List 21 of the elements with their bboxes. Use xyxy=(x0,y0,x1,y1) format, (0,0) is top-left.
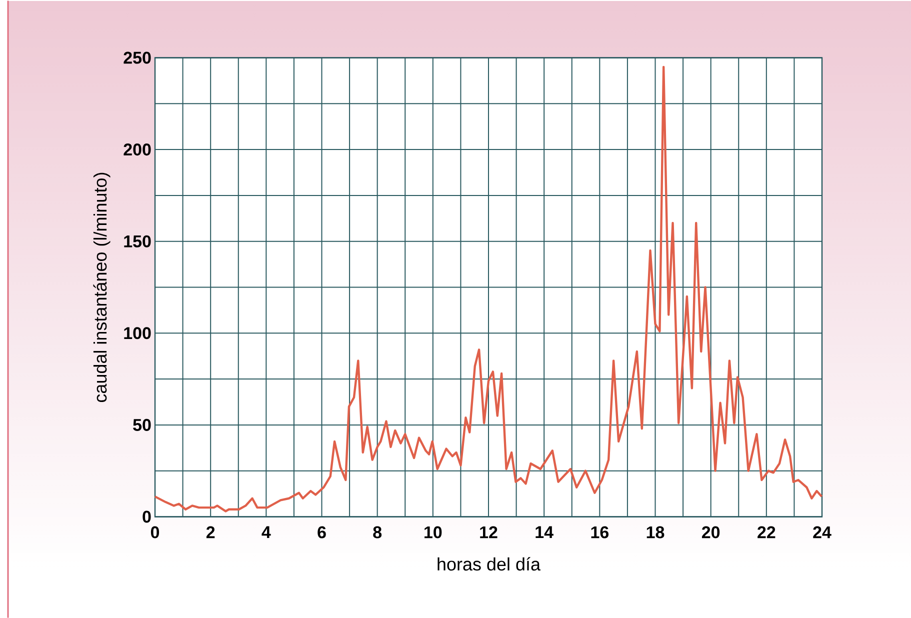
x-tick-label: 18 xyxy=(646,526,664,538)
x-tick-label: 14 xyxy=(536,526,554,538)
y-axis-title: caudal instantáneo (l/minuto) xyxy=(93,172,110,402)
x-tick-label: 22 xyxy=(758,526,776,538)
y-tick-label: 0 xyxy=(142,510,151,523)
y-tick-label: 50 xyxy=(133,418,151,431)
x-tick-label: 8 xyxy=(373,526,382,538)
x-tick-label: 4 xyxy=(262,526,271,538)
x-tick-label: 10 xyxy=(424,526,442,538)
y-tick-label: 100 xyxy=(124,326,151,339)
x-tick-label: 2 xyxy=(206,526,215,538)
x-tick-label: 0 xyxy=(150,526,160,538)
x-tick-label: 24 xyxy=(813,526,832,538)
x-tick-label: 6 xyxy=(318,526,326,538)
y-tick-label: 150 xyxy=(124,235,151,248)
x-axis-title: horas del día xyxy=(438,556,541,570)
y-tick-label: 250 xyxy=(124,51,151,64)
x-tick-label: 16 xyxy=(591,526,609,538)
x-tick-label: 12 xyxy=(480,526,498,538)
x-tick-label: 20 xyxy=(702,526,720,538)
y-tick-label: 200 xyxy=(124,143,151,156)
